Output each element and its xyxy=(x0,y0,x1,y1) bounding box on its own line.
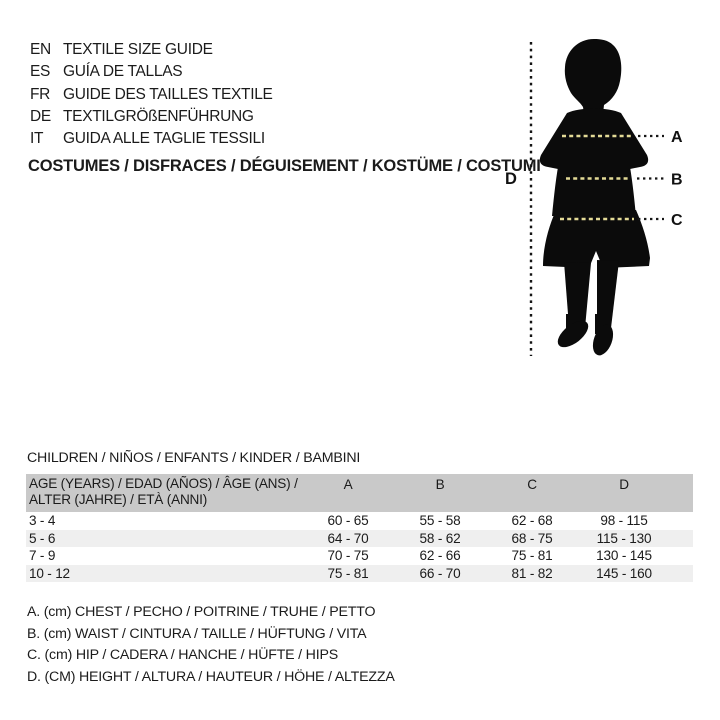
table-header-row: AGE (YEARS) / EDAD (AÑOS) / ÂGE (ANS) / … xyxy=(26,474,693,513)
language-code: EN xyxy=(30,41,51,58)
language-row-fr: FR GUIDE DES TAILLES TEXTILE xyxy=(30,84,273,106)
waist-cell: 55 - 58 xyxy=(419,513,461,529)
table-row: 5 - 6 64 - 70 58 - 62 68 - 75 115 - 130 xyxy=(26,529,693,548)
hip-cell: 68 - 75 xyxy=(486,529,578,548)
marker-a-label: A xyxy=(671,129,683,146)
table-row: 7 - 9 70 - 75 62 - 66 75 - 81 130 - 145 xyxy=(26,547,693,565)
language-code: DE xyxy=(30,107,51,125)
hip-cell: 81 - 82 xyxy=(486,564,578,583)
marker-d-label: D xyxy=(505,170,517,188)
language-row-it: IT GUIDA ALLE TAGLIE TESSILI xyxy=(30,128,273,150)
language-list: EN TEXTILE SIZE GUIDE ES GUÍA DE TALLAS … xyxy=(30,39,273,150)
leader-lines xyxy=(637,134,664,221)
legend-chest: A. (cm) CHEST / PECHO / POITRINE / TRUHE… xyxy=(27,604,376,620)
language-code: FR xyxy=(30,85,51,103)
chest-cell: 75 - 81 xyxy=(302,564,394,583)
legend-height: D. (CM) HEIGHT / ALTURA / HAUTEUR / HÖHE… xyxy=(27,668,395,685)
language-label: GUIDA ALLE TAGLIE TESSILI xyxy=(63,130,265,148)
hip-cell: 62 - 68 xyxy=(511,513,553,529)
measurement-diagram: A B C D xyxy=(505,39,683,356)
chest-cell: 64 - 70 xyxy=(302,529,394,548)
legend-waist: B. (cm) WAIST / CINTURA / TAILLE / HÜFTU… xyxy=(27,625,367,642)
age-cell: 10 - 12 xyxy=(26,564,302,583)
spacer-column xyxy=(670,474,693,513)
language-label: TEXTILE SIZE GUIDE xyxy=(63,41,213,58)
column-header-a: A xyxy=(302,474,394,513)
age-cell: 5 - 6 xyxy=(26,529,302,548)
table-section-title: CHILDREN / NIÑOS / ENFANTS / KINDER / BA… xyxy=(27,450,361,466)
language-row-de: DE TEXTILGRÖßENFÜHRUNG xyxy=(30,106,273,128)
size-table: AGE (YEARS) / EDAD (AÑOS) / ÂGE (ANS) / … xyxy=(26,474,693,583)
column-header-b: B xyxy=(394,474,486,513)
height-cell: 130 - 145 xyxy=(596,548,652,564)
language-code: IT xyxy=(30,130,44,148)
age-header-line2: ALTER (JAHRE) / ETÀ (ANNI) xyxy=(29,491,208,507)
chest-cell: 70 - 75 xyxy=(327,548,369,564)
age-cell: 3 - 4 xyxy=(29,513,56,529)
language-row-en: EN TEXTILE SIZE GUIDE xyxy=(30,39,273,61)
child-silhouette xyxy=(539,39,650,356)
language-code: ES xyxy=(30,63,51,81)
language-label: TEXTILGRÖßENFÜHRUNG xyxy=(63,107,254,125)
height-cell: 115 - 130 xyxy=(578,529,670,548)
measurement-legend: A. (cm) CHEST / PECHO / POITRINE / TRUHE… xyxy=(27,602,395,688)
height-cell: 98 - 115 xyxy=(600,513,648,529)
hip-cell: 75 - 81 xyxy=(511,548,553,564)
category-title: COSTUMES / DISFRACES / DÉGUISEMENT / KOS… xyxy=(28,157,541,175)
column-header-c: C xyxy=(486,474,578,513)
chest-cell: 60 - 65 xyxy=(327,513,369,529)
waist-cell: 58 - 62 xyxy=(394,529,486,548)
column-header-d: D xyxy=(578,474,670,513)
legend-hip: C. (cm) HIP / CADERA / HANCHE / HÜFTE / … xyxy=(27,647,338,664)
marker-b-label: B xyxy=(671,172,683,189)
language-row-es: ES GUÍA DE TALLAS xyxy=(30,61,273,83)
waist-cell: 62 - 66 xyxy=(419,548,461,564)
language-label: GUÍA DE TALLAS xyxy=(63,63,183,81)
height-cell: 145 - 160 xyxy=(578,564,670,583)
age-header-line1: AGE (YEARS) / EDAD (AÑOS) / ÂGE (ANS) / xyxy=(29,476,298,491)
age-cell: 7 - 9 xyxy=(29,548,56,564)
language-label: GUIDE DES TAILLES TEXTILE xyxy=(63,85,273,103)
table-row: 3 - 4 60 - 65 55 - 58 62 - 68 98 - 115 xyxy=(26,512,693,530)
age-column-header: AGE (YEARS) / EDAD (AÑOS) / ÂGE (ANS) / … xyxy=(26,474,302,513)
body-measure-lines xyxy=(560,134,634,221)
table-row: 10 - 12 75 - 81 66 - 70 81 - 82 145 - 16… xyxy=(26,564,693,583)
waist-cell: 66 - 70 xyxy=(394,564,486,583)
marker-c-label: C xyxy=(671,212,683,229)
